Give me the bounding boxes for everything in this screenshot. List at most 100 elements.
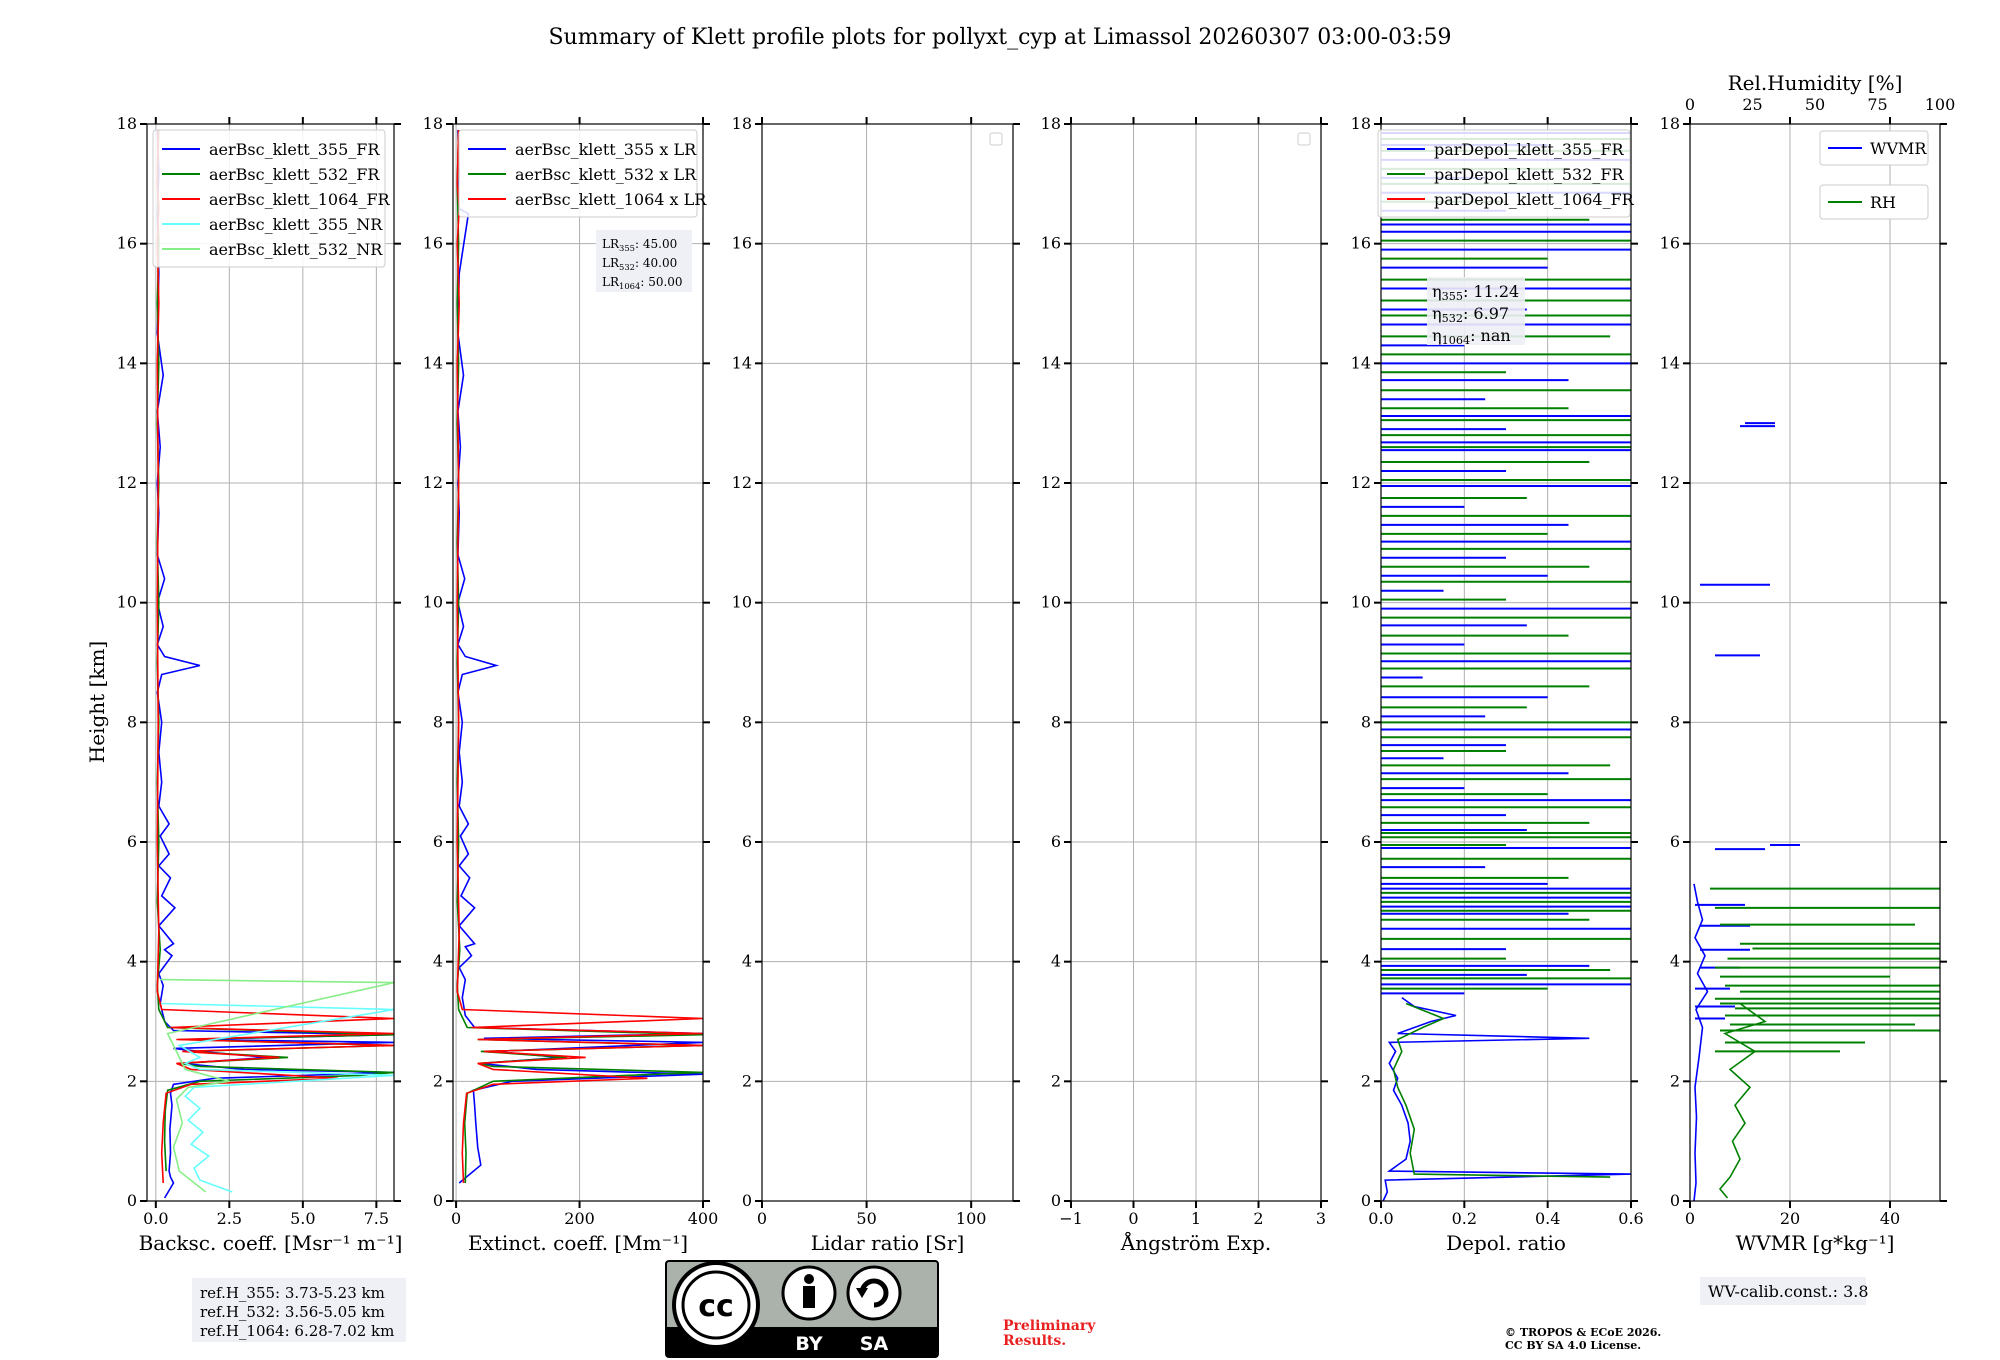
y-tick-label: 0 — [127, 1191, 137, 1210]
top-x-tick-label: 0 — [1685, 95, 1695, 114]
legend-box — [1819, 184, 1929, 220]
y-tick-label: 14 — [117, 353, 137, 372]
y-tick-label: 4 — [1361, 952, 1371, 971]
x-axis-label: Backsc. coeff. [Msr⁻¹ m⁻¹] — [139, 1231, 403, 1255]
x-tick-label: 0.2 — [1452, 1209, 1477, 1228]
y-tick-label: 6 — [127, 832, 137, 851]
cc-license-badge[interactable]: cc BY SA — [665, 1260, 939, 1358]
ref-height-box: ref.H_355: 3.73-5.23 km ref.H_532: 3.56-… — [192, 1278, 406, 1342]
x-tick-label: 3 — [1316, 1209, 1326, 1228]
legend-label: aerBsc_klett_532 x LR — [515, 165, 697, 184]
sa-label: SA — [860, 1333, 889, 1355]
y-axis-label: Height [km] — [85, 641, 109, 763]
y-tick-label: 2 — [1670, 1071, 1680, 1090]
y-tick-label: 6 — [1051, 832, 1061, 851]
series-line — [156, 129, 394, 1184]
y-tick-label: 18 — [117, 114, 137, 133]
lidar-ratio-text: LR355: 45.00 — [602, 237, 677, 253]
x-tick-label: 100 — [956, 1209, 987, 1228]
legend-box — [1377, 129, 1631, 218]
y-tick-label: 14 — [1041, 353, 1061, 372]
y-tick-label: 10 — [423, 593, 443, 612]
y-tick-label: 2 — [433, 1071, 443, 1090]
x-tick-label: 0.0 — [143, 1209, 168, 1228]
by-label: BY — [795, 1333, 822, 1355]
y-tick-label: 10 — [1351, 593, 1371, 612]
x-tick-label: 50 — [856, 1209, 876, 1228]
plot-frame — [761, 123, 1014, 1202]
x-axis-label: Depol. ratio — [1446, 1231, 1566, 1255]
x-tick-label: 0.4 — [1535, 1209, 1560, 1228]
plot-area — [156, 129, 394, 1199]
legend-label: WVMR — [1870, 139, 1927, 158]
plot-area — [1693, 422, 1940, 1201]
legend-label: aerBsc_klett_1064_FR — [209, 190, 391, 209]
y-tick-label: 2 — [127, 1071, 137, 1090]
y-tick-label: 18 — [1351, 114, 1371, 133]
x-axis-label: WVMR [g*kg⁻¹] — [1736, 1231, 1895, 1255]
y-tick-label: 8 — [1670, 712, 1680, 731]
wv-calib-box: WV-calib.const.: 3.8 — [1700, 1277, 1869, 1305]
by-person-body — [803, 1286, 815, 1308]
y-tick-label: 18 — [732, 114, 752, 133]
cc-logo-icon — [672, 1261, 760, 1349]
series-line — [456, 129, 703, 1184]
figure-title: Summary of Klett profile plots for polly… — [548, 25, 1451, 50]
panel-6: 0 2 4 6 8 10 12 14 16 18 0 20 40 WVMR [g*kg⁻¹] 0 25 50 75… — [1660, 71, 1956, 1255]
plot-frame — [452, 123, 704, 1202]
y-tick-label: 4 — [127, 952, 137, 971]
x-tick-label: 1 — [1191, 1209, 1201, 1228]
series-line — [1392, 1002, 1611, 1178]
y-tick-label: 6 — [1670, 832, 1680, 851]
x-tick-label: 0 — [451, 1209, 461, 1228]
eta-text: η1064: nan — [1432, 326, 1511, 347]
wv-calib-box-bg — [1700, 1277, 1866, 1305]
wv-calib-text: WV-calib.const.: 3.8 — [1708, 1282, 1869, 1301]
x-axis-label: Ångström Exp. — [1120, 1230, 1271, 1255]
legend-label: aerBsc_klett_355_FR — [209, 140, 380, 159]
cc-logo-text: cc — [698, 1289, 734, 1324]
plot-frame — [146, 123, 395, 1202]
sa-share-arrowhead — [856, 1288, 868, 1298]
ref-height-box-bg — [192, 1278, 406, 1342]
legend-label: aerBsc_klett_532_NR — [209, 240, 383, 259]
ref-height-355: ref.H_355: 3.73-5.23 km — [200, 1284, 385, 1302]
y-tick-label: 18 — [1660, 114, 1680, 133]
x-tick-label: 40 — [1880, 1209, 1900, 1228]
lidar-ratio-box — [596, 230, 692, 292]
copyright-line-1: © TROPOS & ECoE 2026. — [1505, 1326, 1661, 1339]
x-tick-label: 2.5 — [217, 1209, 242, 1228]
preliminary-line-1: Preliminary — [1003, 1318, 1096, 1334]
series-line — [1382, 996, 1631, 1201]
y-tick-label: 14 — [1660, 353, 1680, 372]
y-tick-label: 0 — [433, 1191, 443, 1210]
cc-logo-ring — [681, 1270, 751, 1340]
legend-label: aerBsc_klett_355 x LR — [515, 140, 697, 159]
top-x-tick-label: 100 — [1925, 95, 1956, 114]
y-tick-label: 18 — [1041, 114, 1061, 133]
legend-label: parDepol_klett_355_FR — [1434, 140, 1625, 159]
y-tick-label: 18 — [423, 114, 443, 133]
empty-legend-box — [1297, 132, 1311, 146]
y-tick-label: 16 — [1660, 234, 1680, 253]
panel-5: 0 2 4 6 8 10 12 14 16 18 0.0 0.2 0.4 0.6 Depol. ratio p… — [1351, 114, 1644, 1255]
y-tick-label: 2 — [742, 1071, 752, 1090]
x-tick-label: 0 — [1685, 1209, 1695, 1228]
y-tick-label: 0 — [1670, 1191, 1680, 1210]
top-x-tick-label: 75 — [1867, 95, 1887, 114]
y-tick-label: 12 — [117, 473, 137, 492]
y-tick-label: 8 — [742, 712, 752, 731]
y-tick-label: 4 — [742, 952, 752, 971]
y-tick-label: 10 — [117, 593, 137, 612]
y-tick-label: 14 — [732, 353, 752, 372]
y-tick-label: 2 — [1051, 1071, 1061, 1090]
y-tick-label: 16 — [1041, 234, 1061, 253]
x-tick-label: 0 — [1128, 1209, 1138, 1228]
sa-share-icon — [846, 1265, 902, 1321]
x-tick-label: 20 — [1780, 1209, 1800, 1228]
x-tick-label: 0.6 — [1618, 1209, 1643, 1228]
